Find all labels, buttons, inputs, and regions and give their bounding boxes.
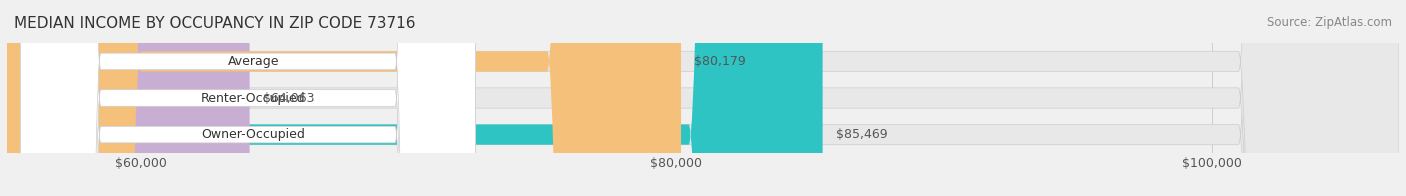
FancyBboxPatch shape: [21, 0, 475, 196]
FancyBboxPatch shape: [7, 0, 681, 196]
Text: $80,179: $80,179: [695, 55, 747, 68]
FancyBboxPatch shape: [7, 0, 1399, 196]
FancyBboxPatch shape: [7, 0, 823, 196]
FancyBboxPatch shape: [21, 0, 475, 196]
FancyBboxPatch shape: [7, 0, 250, 196]
Text: Source: ZipAtlas.com: Source: ZipAtlas.com: [1267, 16, 1392, 29]
FancyBboxPatch shape: [7, 0, 1399, 196]
FancyBboxPatch shape: [21, 0, 475, 196]
Text: $85,469: $85,469: [837, 128, 887, 141]
Text: Owner-Occupied: Owner-Occupied: [201, 128, 305, 141]
Text: Average: Average: [228, 55, 278, 68]
Text: Renter-Occupied: Renter-Occupied: [201, 92, 305, 104]
FancyBboxPatch shape: [7, 0, 1399, 196]
Text: $64,063: $64,063: [263, 92, 315, 104]
Text: MEDIAN INCOME BY OCCUPANCY IN ZIP CODE 73716: MEDIAN INCOME BY OCCUPANCY IN ZIP CODE 7…: [14, 16, 416, 31]
